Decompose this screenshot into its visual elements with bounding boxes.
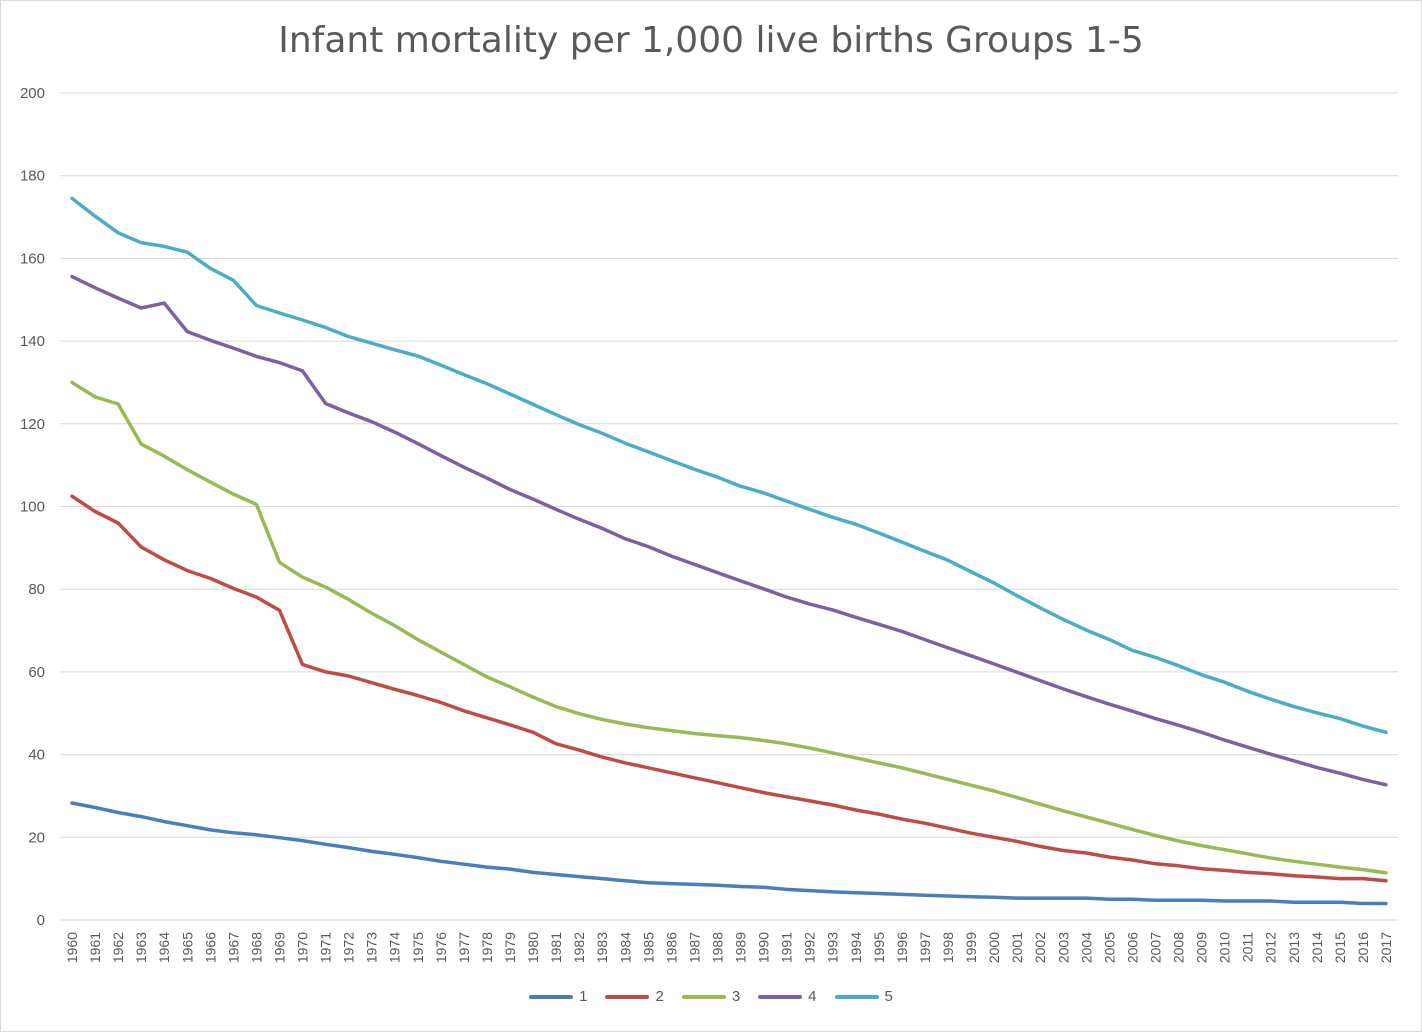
x-tick-label: 1988 [709, 932, 725, 963]
x-tick-label: 1960 [64, 932, 80, 963]
legend-label: 2 [655, 988, 664, 1005]
y-axis: 0 20 40 60 80 100 120 140 160 180 200 [20, 85, 45, 929]
x-tick-label: 1989 [733, 932, 749, 963]
x-tick-label: 1990 [756, 932, 772, 963]
x-tick-label: 2014 [1309, 932, 1325, 963]
legend-label: 1 [579, 988, 588, 1005]
y-tick-label: 0 [37, 912, 45, 929]
x-tick-label: 2005 [1101, 932, 1117, 963]
x-tick-label: 2006 [1124, 932, 1140, 963]
x-tick-label: 2003 [1055, 932, 1071, 963]
x-tick-label: 1973 [364, 932, 380, 963]
x-tick-label: 1964 [156, 932, 172, 963]
x-tick-label: 2009 [1194, 932, 1210, 963]
legend-item-3: 3 [681, 988, 741, 1005]
x-tick-label: 2000 [986, 932, 1002, 963]
x-tick-label: 1968 [248, 932, 264, 963]
x-tick-label: 1963 [133, 932, 149, 963]
y-tick-label: 180 [20, 168, 45, 185]
x-tick-label: 1996 [894, 932, 910, 963]
x-axis: 1960 1961 1962 1963 1964 1965 1966 1967 1968 1969… [64, 932, 1394, 963]
series-line-5 [70, 196, 1388, 735]
series-line-4 [70, 274, 1388, 787]
x-tick-label: 1997 [917, 932, 933, 963]
x-tick-label: 1994 [848, 932, 864, 963]
x-tick-label: 1978 [479, 932, 495, 963]
series-lines [70, 196, 1388, 906]
x-tick-label: 1961 [87, 932, 103, 963]
x-tick-label: 2001 [1009, 932, 1025, 963]
legend-swatch [605, 994, 650, 999]
y-tick-label: 60 [28, 664, 45, 681]
x-tick-label: 1974 [387, 932, 403, 963]
x-tick-label: 1998 [940, 932, 956, 963]
x-tick-label: 2004 [1078, 932, 1094, 963]
legend-label: 5 [884, 988, 893, 1005]
x-tick-label: 2010 [1217, 932, 1233, 963]
series-line-1 [70, 801, 1388, 906]
x-tick-label: 1969 [271, 932, 287, 963]
x-tick-label: 1965 [179, 932, 195, 963]
x-tick-label: 1985 [640, 932, 656, 963]
x-tick-label: 2007 [1147, 932, 1163, 963]
gridlines [60, 92, 1398, 921]
chart-title: Infant mortality per 1,000 live births G… [278, 20, 1144, 61]
legend-item-1: 1 [529, 988, 587, 1005]
legend-item-2: 2 [605, 988, 664, 1005]
x-tick-label: 1984 [617, 932, 633, 963]
legend-swatch [529, 994, 574, 999]
y-tick-label: 20 [28, 829, 45, 846]
y-tick-label: 40 [28, 747, 45, 764]
x-tick-label: 1975 [410, 932, 426, 963]
series-line-3 [70, 380, 1388, 875]
x-tick-label: 2017 [1378, 932, 1394, 963]
legend-label: 4 [808, 988, 817, 1005]
x-tick-label: 1987 [686, 932, 702, 963]
legend-item-4: 4 [758, 988, 817, 1005]
x-tick-label: 1966 [202, 932, 218, 963]
x-tick-label: 1995 [871, 932, 887, 963]
y-tick-label: 160 [20, 250, 45, 267]
x-tick-label: 1979 [502, 932, 518, 963]
x-tick-label: 2012 [1263, 932, 1279, 963]
x-tick-label: 1967 [225, 932, 241, 963]
x-tick-label: 1962 [110, 932, 126, 963]
x-tick-label: 2002 [1032, 932, 1048, 963]
x-tick-label: 1980 [525, 932, 541, 963]
y-tick-label: 140 [20, 333, 45, 350]
legend: 1 2 3 4 5 [0, 988, 1422, 1005]
x-tick-label: 1972 [341, 932, 357, 963]
x-tick-label: 2011 [1240, 932, 1256, 962]
legend-swatch [681, 994, 726, 999]
x-tick-label: 1991 [779, 932, 795, 963]
legend-item-5: 5 [834, 988, 893, 1005]
legend-label: 3 [731, 988, 741, 1005]
x-tick-label: 1986 [663, 932, 679, 963]
x-tick-label: 1992 [802, 932, 818, 963]
x-tick-label: 2015 [1332, 932, 1348, 963]
x-tick-label: 1981 [548, 932, 564, 963]
x-tick-label: 1971 [318, 932, 334, 963]
x-tick-label: 2008 [1171, 932, 1187, 963]
y-tick-label: 200 [20, 85, 45, 102]
x-tick-label: 1999 [963, 932, 979, 963]
series-line-2 [70, 494, 1388, 883]
x-tick-label: 2016 [1355, 932, 1371, 963]
x-tick-label: 1970 [295, 932, 311, 963]
legend-swatch [758, 994, 803, 999]
x-tick-label: 1976 [433, 932, 449, 963]
y-tick-label: 120 [20, 416, 45, 433]
y-tick-label: 100 [20, 499, 45, 516]
y-tick-label: 80 [28, 581, 45, 598]
legend-swatch [834, 994, 879, 999]
x-tick-label: 1983 [594, 932, 610, 963]
x-tick-label: 1977 [456, 932, 472, 963]
x-tick-label: 1993 [825, 932, 841, 963]
x-tick-label: 1982 [571, 932, 587, 963]
x-tick-label: 2013 [1286, 932, 1302, 963]
